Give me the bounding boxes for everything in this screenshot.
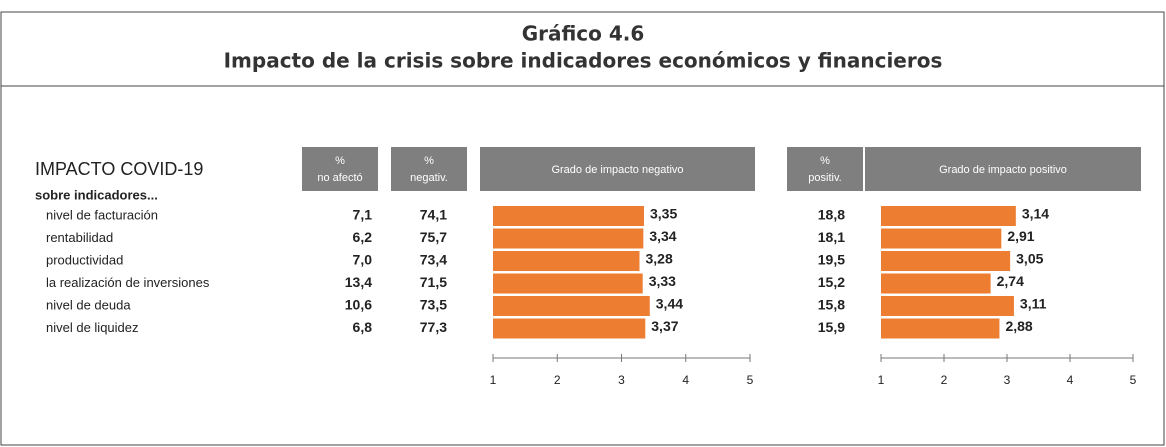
bar [493,318,646,339]
x-tick-label: 3 [1004,373,1011,387]
column-header [391,147,467,191]
column-label: positiv. [808,172,841,184]
cell: 18,8 [818,207,845,223]
cell: 13,4 [345,274,372,290]
value-label: 2,88 [1005,318,1032,334]
value-label: 3,28 [645,251,672,267]
title: Gráfico 4.6 [522,22,645,46]
cell: 15,8 [818,297,845,313]
bar [881,228,1002,249]
x-tick-label: 5 [747,373,754,387]
row-label: nivel de deuda [46,297,131,312]
value-label: 3,35 [650,206,677,222]
x-tick-label: 1 [490,373,497,387]
cell: 77,3 [420,319,447,335]
cell: 7,1 [353,207,373,223]
column-label: no afectó [317,172,362,184]
value-label: 3,44 [656,296,683,312]
row-label: rentabilidad [46,230,113,245]
bar [881,206,1016,226]
value-label: 3,14 [1022,206,1049,222]
chart-header [865,147,1141,191]
bar [881,273,991,294]
row-label: productividad [46,252,123,267]
row-label: nivel de facturación [46,207,158,222]
bar [493,296,650,316]
cell: 19,5 [818,252,845,268]
column-header [302,147,378,191]
value-label: 2,74 [997,273,1024,289]
group-label: sobre indicadores... [35,187,158,202]
bar [881,318,1000,339]
column-header [787,147,863,191]
chart-title: Grado de impacto positivo [939,164,1067,176]
x-tick-label: 5 [1130,373,1137,387]
bar [881,296,1014,316]
cell: 73,4 [420,252,447,268]
chart-header [480,147,755,191]
value-label: 3,33 [649,273,676,289]
cell: 6,8 [353,319,373,335]
cell: 10,6 [345,297,372,313]
value-label: 3,11 [1020,296,1047,312]
x-tick-label: 2 [941,373,948,387]
x-tick-label: 2 [554,373,561,387]
panel-title: IMPACTO COVID-19 [35,159,203,179]
cell: 74,1 [420,207,447,223]
cell: 71,5 [420,274,447,290]
column-symbol: % [424,155,434,167]
subtitle: Impacto de la crisis sobre indicadores e… [224,49,943,73]
x-tick-label: 3 [618,373,625,387]
value-label: 3,34 [649,228,676,244]
column-symbol: % [820,155,830,167]
bar [493,251,640,271]
x-tick-label: 4 [1067,373,1074,387]
column-label: negativ. [410,172,448,184]
row-label: la realización de inversiones [46,275,210,290]
bar [881,251,1011,271]
cell: 75,7 [420,229,447,245]
value-label: 3,05 [1016,251,1043,267]
column-symbol: % [335,155,345,167]
cell: 18,1 [818,229,845,245]
cell: 15,9 [818,319,845,335]
bar [493,273,643,294]
bar [493,206,644,226]
bar [493,228,644,249]
value-label: 2,91 [1007,228,1034,244]
chart-title: Grado de impacto negativo [551,164,683,176]
value-label: 3,37 [651,318,678,334]
cell: 73,5 [420,297,447,313]
cell: 15,2 [818,274,845,290]
cell: 6,2 [353,229,373,245]
x-tick-label: 4 [682,373,689,387]
cell: 7,0 [353,252,373,268]
x-tick-label: 1 [878,373,885,387]
frame [0,11,1165,446]
row-label: nivel de liquidez [46,320,139,335]
